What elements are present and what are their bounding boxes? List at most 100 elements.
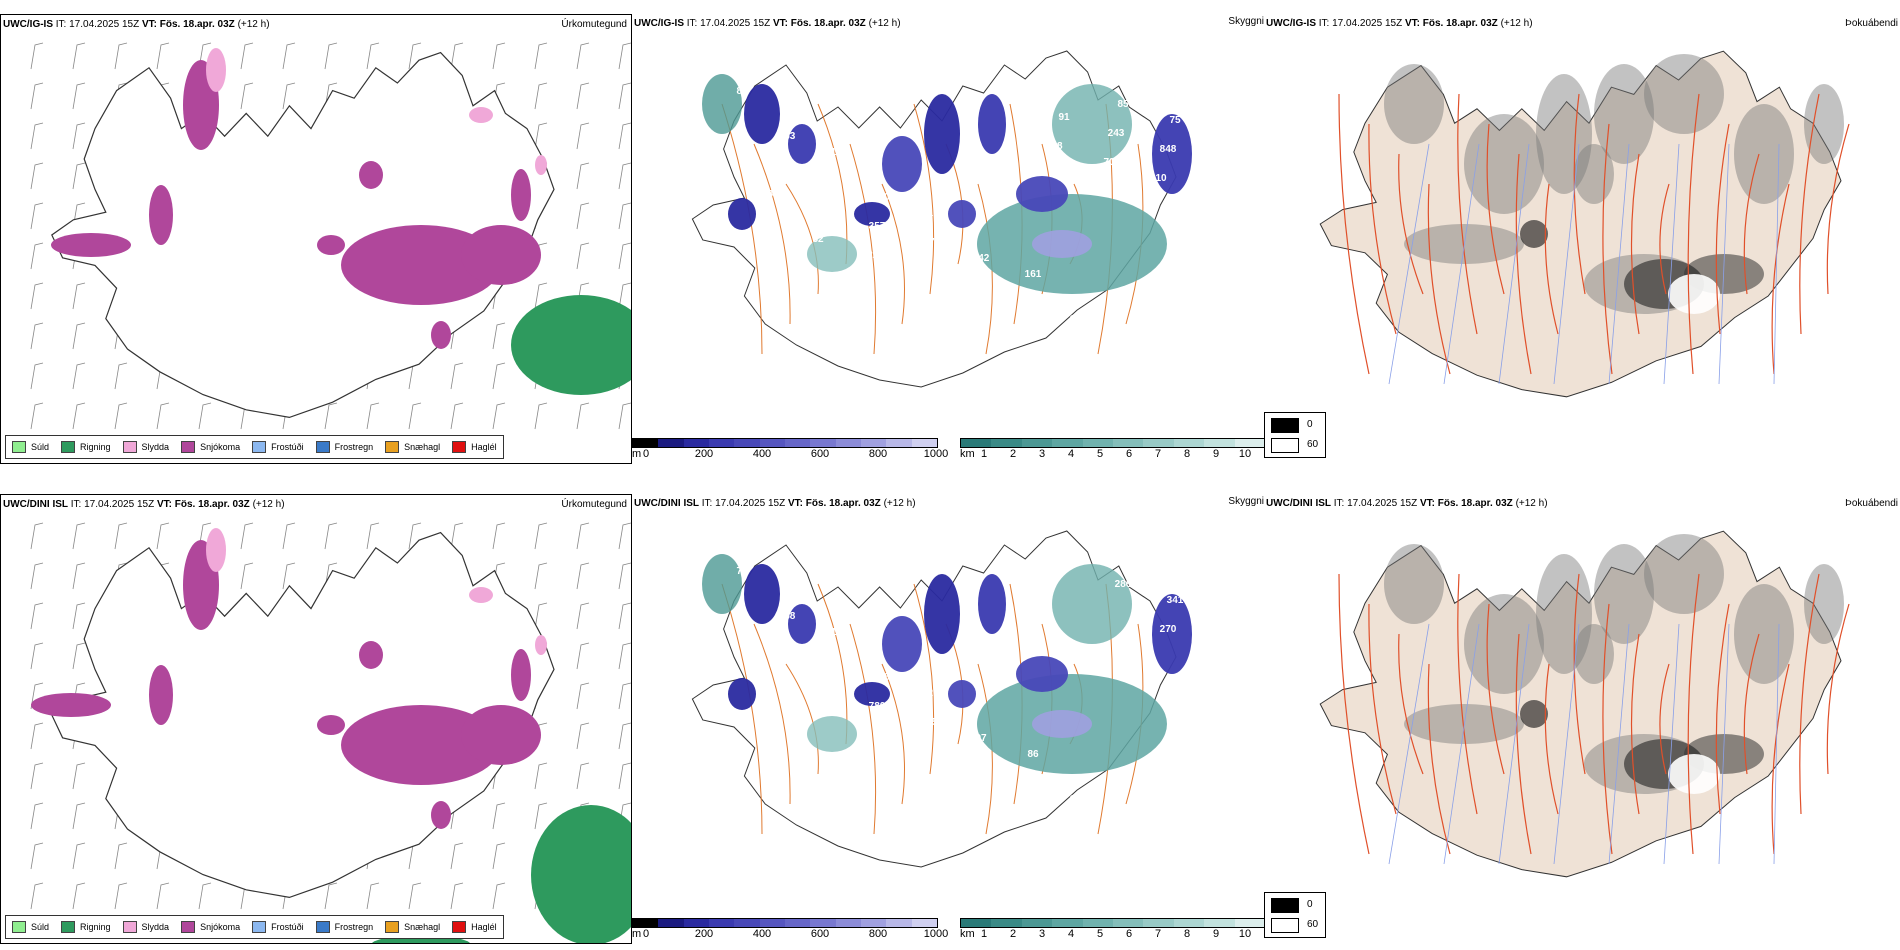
wind-barb: [366, 402, 380, 430]
colorbar-tick: 2: [1009, 928, 1017, 940]
road-line: [849, 143, 877, 355]
road-line: [1515, 153, 1532, 375]
snow-area: [359, 161, 383, 189]
colorbar-tick: 4: [1067, 928, 1075, 940]
colorbar-step: [1173, 919, 1205, 927]
wind-barb: [576, 42, 590, 70]
snow-area: [359, 641, 383, 669]
legend-swatch: [252, 441, 267, 453]
road-line: [1398, 153, 1424, 295]
visibility-value-label: 231: [1011, 327, 1028, 338]
road-line: [1659, 183, 1670, 295]
colorbar-tick: 8: [1183, 928, 1191, 940]
colorbar-step: [1052, 439, 1083, 447]
road-line: [1771, 183, 1790, 375]
colorbar-step: [835, 919, 861, 927]
visibility-map: 81 170 187 161 230 163 60 842 103 75 80 17 679 85 129 3…: [691, 50, 1192, 388]
fog-shading: [1464, 114, 1544, 214]
wind-barb: [114, 522, 128, 550]
fog-map: [1319, 50, 1850, 398]
visibility-value-label: 75: [1169, 115, 1181, 126]
wind-barb: [30, 362, 44, 390]
fog-shading: [1644, 54, 1724, 134]
wind-barb: [282, 562, 296, 590]
colorbar-step: [886, 919, 912, 927]
wind-barb: [366, 522, 380, 550]
fog-shading: [1804, 564, 1844, 644]
visibility-value-label: 230: [1122, 330, 1139, 341]
road-line: [1715, 603, 1730, 815]
wind-barb: [72, 42, 86, 70]
visibility-value-label: 97: [975, 733, 987, 744]
colorbar-step: [784, 439, 811, 447]
visibility-value-label: 17: [923, 237, 935, 248]
wind-barb: [282, 42, 296, 70]
visibility-m-area: [882, 136, 922, 192]
wind-barb: [576, 402, 590, 430]
visibility-value-label: 126: [959, 311, 976, 322]
wind-barb: [534, 522, 548, 550]
river-line: [1498, 623, 1530, 865]
wind-barb: [30, 402, 44, 430]
visibility-value-label: 679: [1018, 298, 1035, 309]
visibility-value-label: 78: [878, 672, 890, 683]
visibility-value-label: 170: [831, 147, 848, 158]
legend-label: Frostregn: [334, 442, 374, 452]
visibility-m-area: [978, 94, 1006, 154]
legend-label: Rigning: [80, 922, 111, 932]
road-line: [1457, 573, 1478, 815]
wind-barb: [282, 82, 296, 110]
colorbar-step: [1021, 439, 1053, 447]
visibility-value-label: 98: [1013, 807, 1025, 818]
river-line: [1718, 143, 1730, 385]
road-line: [1486, 123, 1505, 295]
visibility-m-area: [924, 574, 960, 654]
road-line: [913, 583, 935, 775]
road-line: [1826, 603, 1850, 775]
visibility-value-label: 118: [831, 627, 848, 638]
visibility-value-label: 255: [921, 717, 938, 728]
colorbar-tick: 1000: [923, 928, 949, 940]
precip-map: [30, 42, 631, 430]
colorbar-step: [759, 919, 785, 927]
wind-barb: [240, 82, 254, 110]
visibility-m-area: [948, 680, 976, 708]
river-line: [1443, 623, 1480, 865]
visibility-value-label: 64: [760, 218, 772, 229]
fog-shading: [1384, 544, 1444, 624]
colorbar-step: [886, 439, 912, 447]
visibility-value-label: 842: [973, 253, 990, 264]
visibility-m-area: [1016, 656, 1068, 692]
visibility-value-label: 187: [928, 208, 945, 219]
colorbar-step: [991, 439, 1022, 447]
colorbar-tick: 200: [694, 448, 714, 460]
wind-barb: [156, 402, 170, 430]
wind-barb: [30, 522, 44, 550]
sleet-area: [206, 528, 226, 572]
road-line: [1573, 573, 1586, 775]
visibility-km-area: [1052, 564, 1132, 644]
fog-shading: [1404, 704, 1524, 744]
wind-barb: [576, 242, 590, 270]
colorbar-tick: 1: [980, 928, 988, 940]
fog-shading: [1594, 64, 1654, 164]
wind-barb: [30, 162, 44, 190]
wind-barb: [534, 402, 548, 430]
legend-label: Rigning: [80, 442, 111, 452]
visibility-value-label: 341: [1167, 595, 1184, 606]
colorbar-tick: 2: [1009, 448, 1017, 460]
colorbar-step: [708, 439, 735, 447]
fog-clear-area: [1668, 274, 1720, 314]
fog-shading: [1464, 594, 1544, 694]
wind-barb: [534, 802, 548, 830]
river-line: [1553, 143, 1580, 385]
colorbar-step: [734, 919, 760, 927]
visibility-panel-top: UWC/IG-IS IT: 17.04.2025 15Z VT: Fös. 18…: [632, 14, 1264, 464]
visibility-value-label: 80: [826, 176, 838, 187]
colorbar-step: [658, 439, 684, 447]
wind-barb: [30, 602, 44, 630]
river-line: [1608, 623, 1630, 865]
road-line: [1338, 93, 1370, 375]
visibility-km-area: [702, 554, 742, 614]
snow-area: [431, 321, 451, 349]
